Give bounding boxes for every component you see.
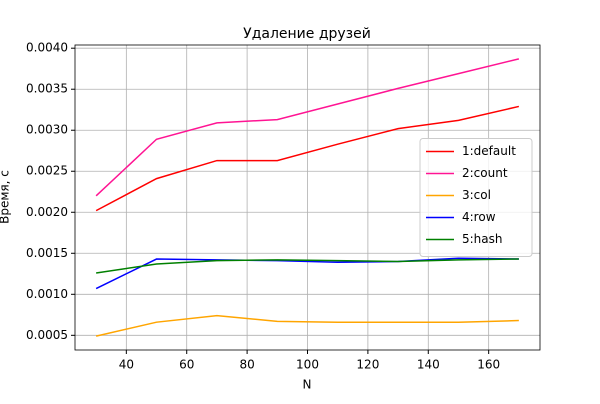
y-tick-label: 0.0040	[26, 41, 68, 55]
legend-label: 2:count	[462, 166, 508, 180]
legend-box	[419, 138, 533, 257]
y-tick-label: 0.0015	[26, 246, 68, 260]
chart-title: Удаление друзей	[243, 26, 371, 42]
y-axis-label: Время, с	[0, 170, 12, 224]
legend-label: 1:default	[462, 144, 516, 158]
x-tick-label: 160	[477, 358, 500, 372]
series-line	[95, 105, 520, 212]
legend: 1:default 2:count 3:col 4:row 5:hash	[419, 138, 533, 257]
y-tick-label: 0.0035	[26, 82, 68, 96]
series-line	[95, 314, 519, 337]
series-line	[96, 258, 519, 274]
plot-frame	[74, 44, 541, 351]
x-tick-label: 80	[239, 358, 254, 372]
legend-label: 4:row	[462, 210, 496, 224]
x-tick-label: 100	[296, 358, 319, 372]
y-tick-label: 0.0005	[26, 328, 68, 342]
y-tick-label: 0.0025	[26, 164, 68, 178]
legend-label: 3:col	[462, 188, 491, 202]
x-tick-label: 60	[179, 358, 194, 372]
x-tick-label: 140	[417, 358, 440, 372]
y-tick-label: 0.0010	[26, 287, 68, 301]
y-tick-label: 0.0030	[26, 123, 68, 137]
x-axis-label: N	[303, 378, 312, 392]
legend-label: 5:hash	[462, 232, 503, 246]
x-tick-label: 120	[356, 358, 379, 372]
y-tick-label: 0.0020	[26, 205, 68, 219]
series-line	[95, 257, 519, 290]
x-tick-label: 40	[119, 358, 134, 372]
series-line	[95, 58, 520, 197]
